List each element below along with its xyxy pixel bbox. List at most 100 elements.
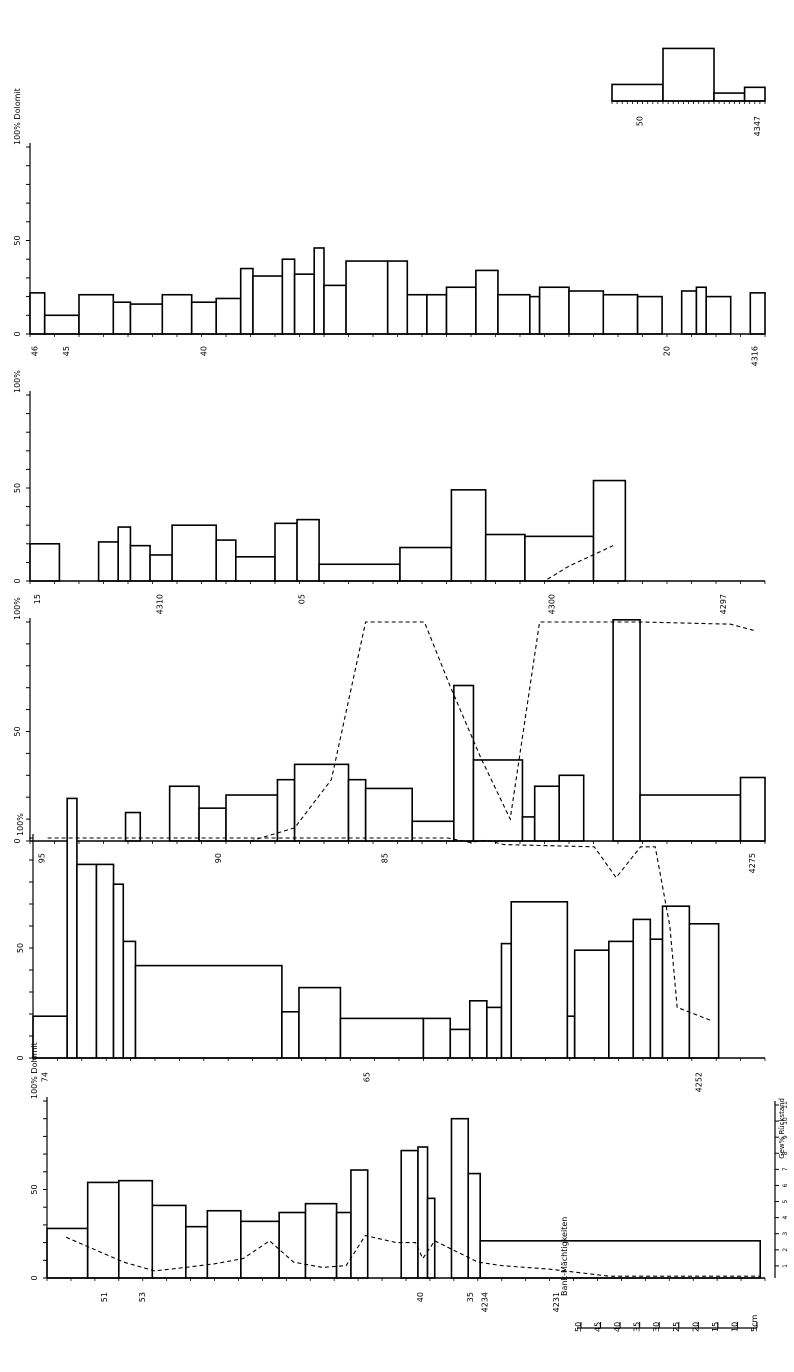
panel-inset — [611, 47, 766, 104]
bar — [510, 900, 569, 1059]
x-tick-label: 15 — [33, 594, 42, 604]
bar — [592, 479, 627, 582]
bar — [500, 942, 513, 1059]
y-tick-label: 0 — [30, 1275, 39, 1280]
x-tick-label: 4347 — [753, 116, 762, 136]
bar — [134, 964, 283, 1059]
bank-thickness-legend — [577, 1322, 758, 1329]
y2-tick-label: 9 — [782, 1135, 789, 1139]
bar — [449, 1028, 471, 1059]
bar — [161, 293, 193, 335]
dashed-series-line — [30, 545, 614, 582]
y2-tick-label: 11 — [782, 1101, 789, 1109]
y-axis-label: 100% — [13, 370, 22, 393]
bar — [118, 1179, 154, 1279]
x-tick-label: 50 — [636, 116, 645, 126]
bar — [749, 292, 766, 335]
bar — [293, 273, 316, 335]
bar — [185, 1225, 209, 1279]
y2-tick-label: 5 — [782, 1199, 789, 1203]
x-tick-label: 05 — [297, 594, 306, 604]
x-tick-label: 4252 — [695, 1072, 704, 1092]
x-tick-label: 4275 — [748, 853, 757, 873]
legend-tick-label: 35 — [633, 1322, 642, 1332]
panel-5 — [43, 1097, 779, 1281]
bar — [235, 556, 276, 582]
legend-tick-label: 25 — [672, 1322, 681, 1332]
bar — [399, 546, 453, 582]
bar — [29, 292, 46, 335]
bar — [323, 284, 347, 335]
y2-tick-label: 7 — [782, 1167, 789, 1171]
panel-4 — [29, 797, 766, 1061]
panel-2 — [26, 391, 766, 584]
bar — [484, 533, 526, 582]
bar — [453, 684, 475, 842]
y-tick-label: 0 — [13, 578, 22, 583]
legend-tick-label: 40 — [613, 1322, 622, 1332]
y2-tick-label: 1 — [782, 1264, 789, 1268]
bar — [124, 811, 142, 842]
y2-tick-label: 8 — [782, 1151, 789, 1155]
x-tick-label: 90 — [214, 853, 223, 863]
y-tick-label: 0 — [13, 838, 22, 843]
x-tick-label: 40 — [199, 346, 208, 356]
bar — [486, 1006, 503, 1059]
bar — [296, 518, 320, 582]
bar — [347, 778, 367, 842]
x-tick-label: 4316 — [751, 346, 760, 366]
bar — [112, 301, 132, 335]
bar — [278, 1211, 307, 1279]
x-tick-label: 4234 — [480, 1292, 489, 1312]
y-tick-label: 50 — [30, 1184, 39, 1194]
bar — [739, 776, 766, 842]
bar — [350, 1169, 369, 1279]
y-tick-label: 50 — [13, 726, 22, 736]
bar — [649, 938, 664, 1059]
bar — [206, 1209, 242, 1279]
bar — [335, 1211, 352, 1279]
bar — [215, 297, 242, 335]
bar — [400, 1149, 419, 1279]
bar — [240, 1220, 280, 1279]
bar — [97, 541, 119, 582]
bar — [608, 940, 635, 1059]
x-tick-label: 51 — [100, 1292, 109, 1302]
bar — [46, 1227, 89, 1279]
bar — [225, 794, 279, 842]
bar — [632, 918, 652, 1059]
bar — [281, 1010, 300, 1059]
bar — [573, 949, 610, 1059]
bar — [497, 293, 531, 335]
y-tick-label: 50 — [13, 235, 22, 245]
bar — [445, 286, 477, 335]
bar — [298, 986, 342, 1059]
y-tick-label: 0 — [16, 1055, 25, 1060]
bar — [521, 816, 536, 842]
bar — [422, 1017, 452, 1059]
bar — [538, 286, 570, 335]
bar — [566, 1015, 576, 1059]
bar — [293, 763, 350, 842]
bar — [450, 1117, 470, 1279]
bar — [695, 286, 708, 335]
x-tick-label: 45 — [62, 346, 71, 356]
legend-tick-label: 45 — [594, 1322, 603, 1332]
legend-tick-label: 10 — [730, 1322, 739, 1332]
bar — [190, 301, 217, 335]
bar — [468, 999, 488, 1059]
x-tick-label: 46 — [30, 346, 39, 356]
bar — [602, 293, 639, 335]
bar — [568, 290, 605, 335]
bar — [304, 1202, 338, 1279]
x-tick-label: 4300 — [547, 594, 556, 614]
bar — [639, 794, 742, 842]
legend-title: Bank-Mächtigkeiten — [560, 1217, 569, 1296]
bar — [129, 544, 151, 582]
bar — [95, 863, 115, 1059]
x-tick-label: 40 — [416, 1292, 425, 1302]
bar — [168, 785, 200, 842]
dashed-series-line — [65, 1234, 761, 1277]
